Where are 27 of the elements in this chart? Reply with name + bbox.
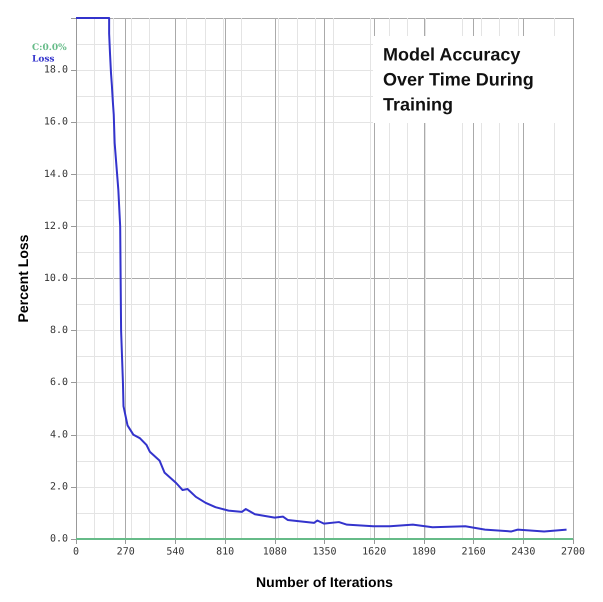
x-tick-label: 810 xyxy=(216,546,234,558)
y-axis-title: Percent Loss xyxy=(15,234,31,322)
y-tick-label: 0.0 xyxy=(50,534,68,544)
x-axis-title: Number of Iterations xyxy=(256,574,394,590)
x-tick-label: 1890 xyxy=(412,546,436,558)
x-tick-label: 1350 xyxy=(312,546,337,558)
text: Loss xyxy=(32,54,54,64)
x-tick-label: 270 xyxy=(116,546,135,558)
line-series xyxy=(75,17,568,532)
x-tick-label: 540 xyxy=(166,546,184,558)
x-tick-label: 2430 xyxy=(511,546,536,558)
text: C:0.0% xyxy=(32,43,68,53)
y-tick-label: 16.0 xyxy=(44,116,68,128)
y-tick-label: 12.0 xyxy=(44,220,68,232)
text: Model Accuracy Over Time During Training xyxy=(383,44,539,114)
y-tick-label: 4.0 xyxy=(50,429,68,440)
y-tick-label: 18.0 xyxy=(44,64,68,76)
y-tick-label: 2.0 xyxy=(50,481,68,492)
x-tick-label: 0 xyxy=(72,546,80,558)
y-tick-label: 10.0 xyxy=(44,273,68,284)
x-tick-label: 1620 xyxy=(362,546,386,558)
x-tick-label: 2160 xyxy=(462,546,486,558)
y-tick-label: 14.0 xyxy=(44,168,68,180)
y-tick-label: 8.0 xyxy=(50,325,68,336)
y-tick-label: 6.0 xyxy=(50,377,68,388)
x-tick-label: 2700 xyxy=(560,546,586,558)
x-tick-label: 1080 xyxy=(262,546,287,558)
